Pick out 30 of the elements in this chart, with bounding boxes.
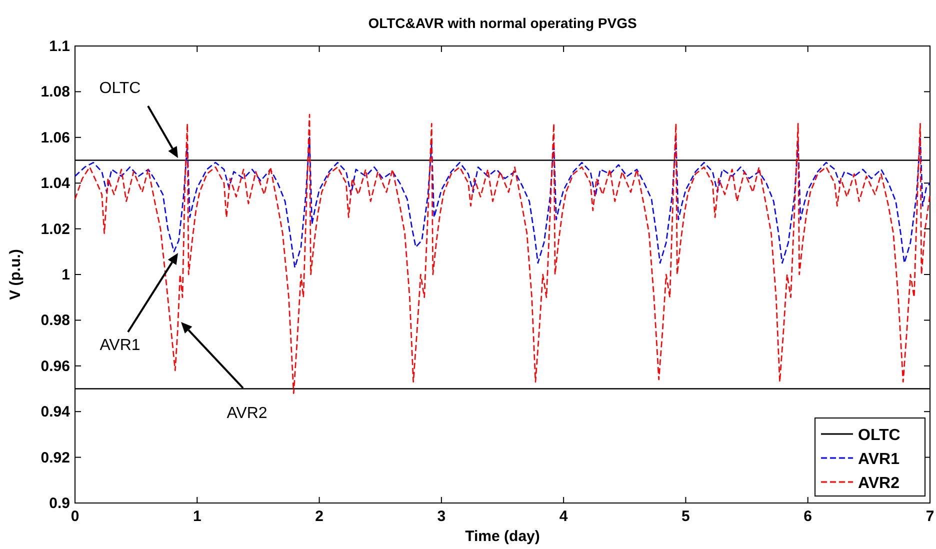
y-tick-label: 1 bbox=[62, 266, 70, 284]
y-tick-label: 0.96 bbox=[40, 358, 70, 375]
y-tick-label: 1.04 bbox=[40, 175, 71, 192]
x-tick-label: 7 bbox=[926, 508, 934, 525]
legend-label: OLTC bbox=[858, 427, 901, 444]
x-tick-label: 4 bbox=[559, 508, 568, 525]
x-tick-label: 3 bbox=[437, 508, 446, 525]
y-tick-label: 0.9 bbox=[49, 495, 70, 512]
line-series bbox=[74, 136, 931, 268]
x-tick-label: 5 bbox=[682, 508, 690, 525]
y-tick-label: 1.06 bbox=[40, 129, 70, 146]
x-tick-label: 1 bbox=[192, 508, 202, 525]
annotation: AVR2 bbox=[226, 405, 268, 422]
y-tick-label: 1.1 bbox=[49, 38, 70, 55]
legend-label: AVR1 bbox=[858, 451, 900, 468]
legend-label: AVR2 bbox=[858, 475, 900, 492]
x-tick-label: 2 bbox=[315, 508, 324, 525]
line-series bbox=[74, 114, 931, 394]
x-tick-label: 6 bbox=[804, 508, 812, 525]
x-axis-title: Time (day) bbox=[465, 528, 540, 545]
x-tick-label: 0 bbox=[70, 508, 80, 525]
y-tick-label: 0.98 bbox=[40, 312, 70, 330]
y-tick-label: 1.08 bbox=[40, 84, 70, 101]
y-tick-label: 0.94 bbox=[40, 404, 71, 421]
y-tick-label: 0.92 bbox=[40, 449, 70, 466]
chart-title: OLTC&AVR with normal operating PVGS bbox=[368, 15, 637, 31]
annotation: AVR1 bbox=[100, 337, 140, 354]
annotation: OLTC bbox=[99, 80, 141, 97]
y-axis-title: V (p.u.) bbox=[7, 249, 24, 300]
y-tick-label: 1.02 bbox=[40, 220, 70, 238]
